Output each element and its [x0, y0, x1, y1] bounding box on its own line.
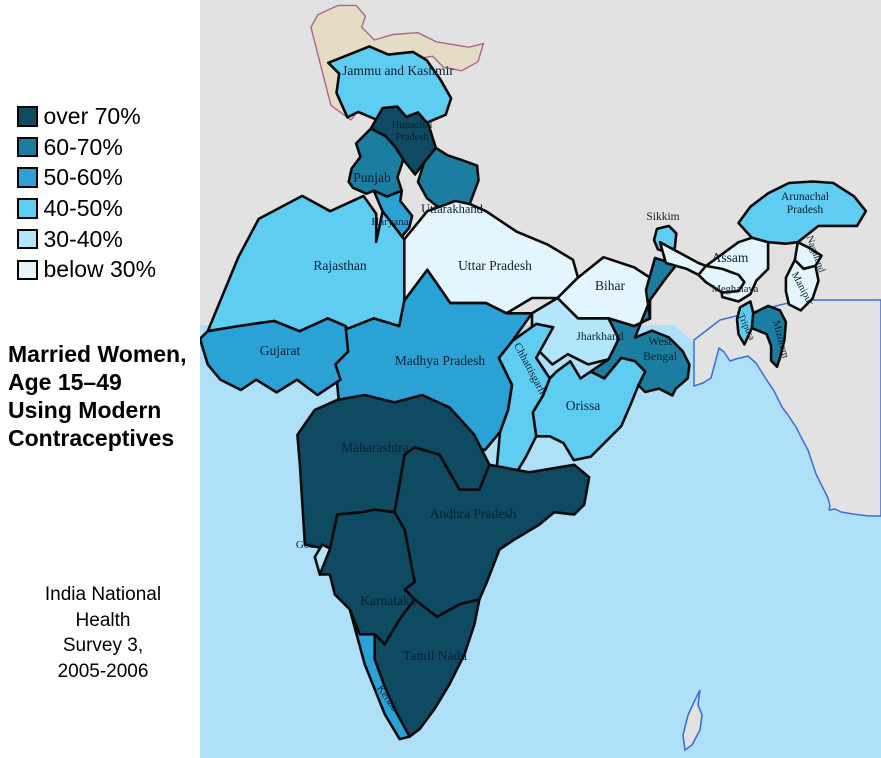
- svg-text:Maharashtra: Maharashtra: [341, 440, 408, 455]
- svg-text:Karnataka: Karnataka: [360, 593, 415, 608]
- svg-text:Jharkhand: Jharkhand: [576, 331, 624, 343]
- svg-text:Pradesh: Pradesh: [787, 204, 824, 216]
- svg-text:Andhra Pradesh: Andhra Pradesh: [430, 506, 517, 521]
- svg-text:Uttar Pradesh: Uttar Pradesh: [458, 258, 532, 273]
- svg-text:Goa: Goa: [296, 539, 314, 551]
- svg-text:Bengal: Bengal: [643, 349, 678, 363]
- svg-text:Pradesh: Pradesh: [395, 132, 429, 143]
- svg-text:Gujarat: Gujarat: [260, 343, 301, 358]
- svg-text:Orissa: Orissa: [566, 398, 601, 413]
- svg-text:Madhya Pradesh: Madhya Pradesh: [395, 353, 486, 368]
- svg-text:Himachal: Himachal: [392, 120, 433, 131]
- svg-text:Uttarakhand: Uttarakhand: [421, 202, 484, 216]
- svg-text:Punjab: Punjab: [353, 170, 391, 185]
- svg-text:Rajasthan: Rajasthan: [313, 258, 366, 273]
- svg-text:Meghalaya: Meghalaya: [712, 284, 759, 295]
- svg-text:West: West: [648, 334, 672, 348]
- svg-text:Bihar: Bihar: [595, 278, 625, 293]
- svg-text:Assam: Assam: [712, 250, 749, 265]
- svg-text:Sikkim: Sikkim: [646, 211, 679, 223]
- svg-text:Haryana: Haryana: [371, 216, 408, 228]
- svg-text:Tamil Nadu: Tamil Nadu: [403, 648, 467, 663]
- svg-text:Arunachal: Arunachal: [781, 191, 829, 203]
- svg-text:Jammu and Kashmir: Jammu and Kashmir: [342, 63, 454, 78]
